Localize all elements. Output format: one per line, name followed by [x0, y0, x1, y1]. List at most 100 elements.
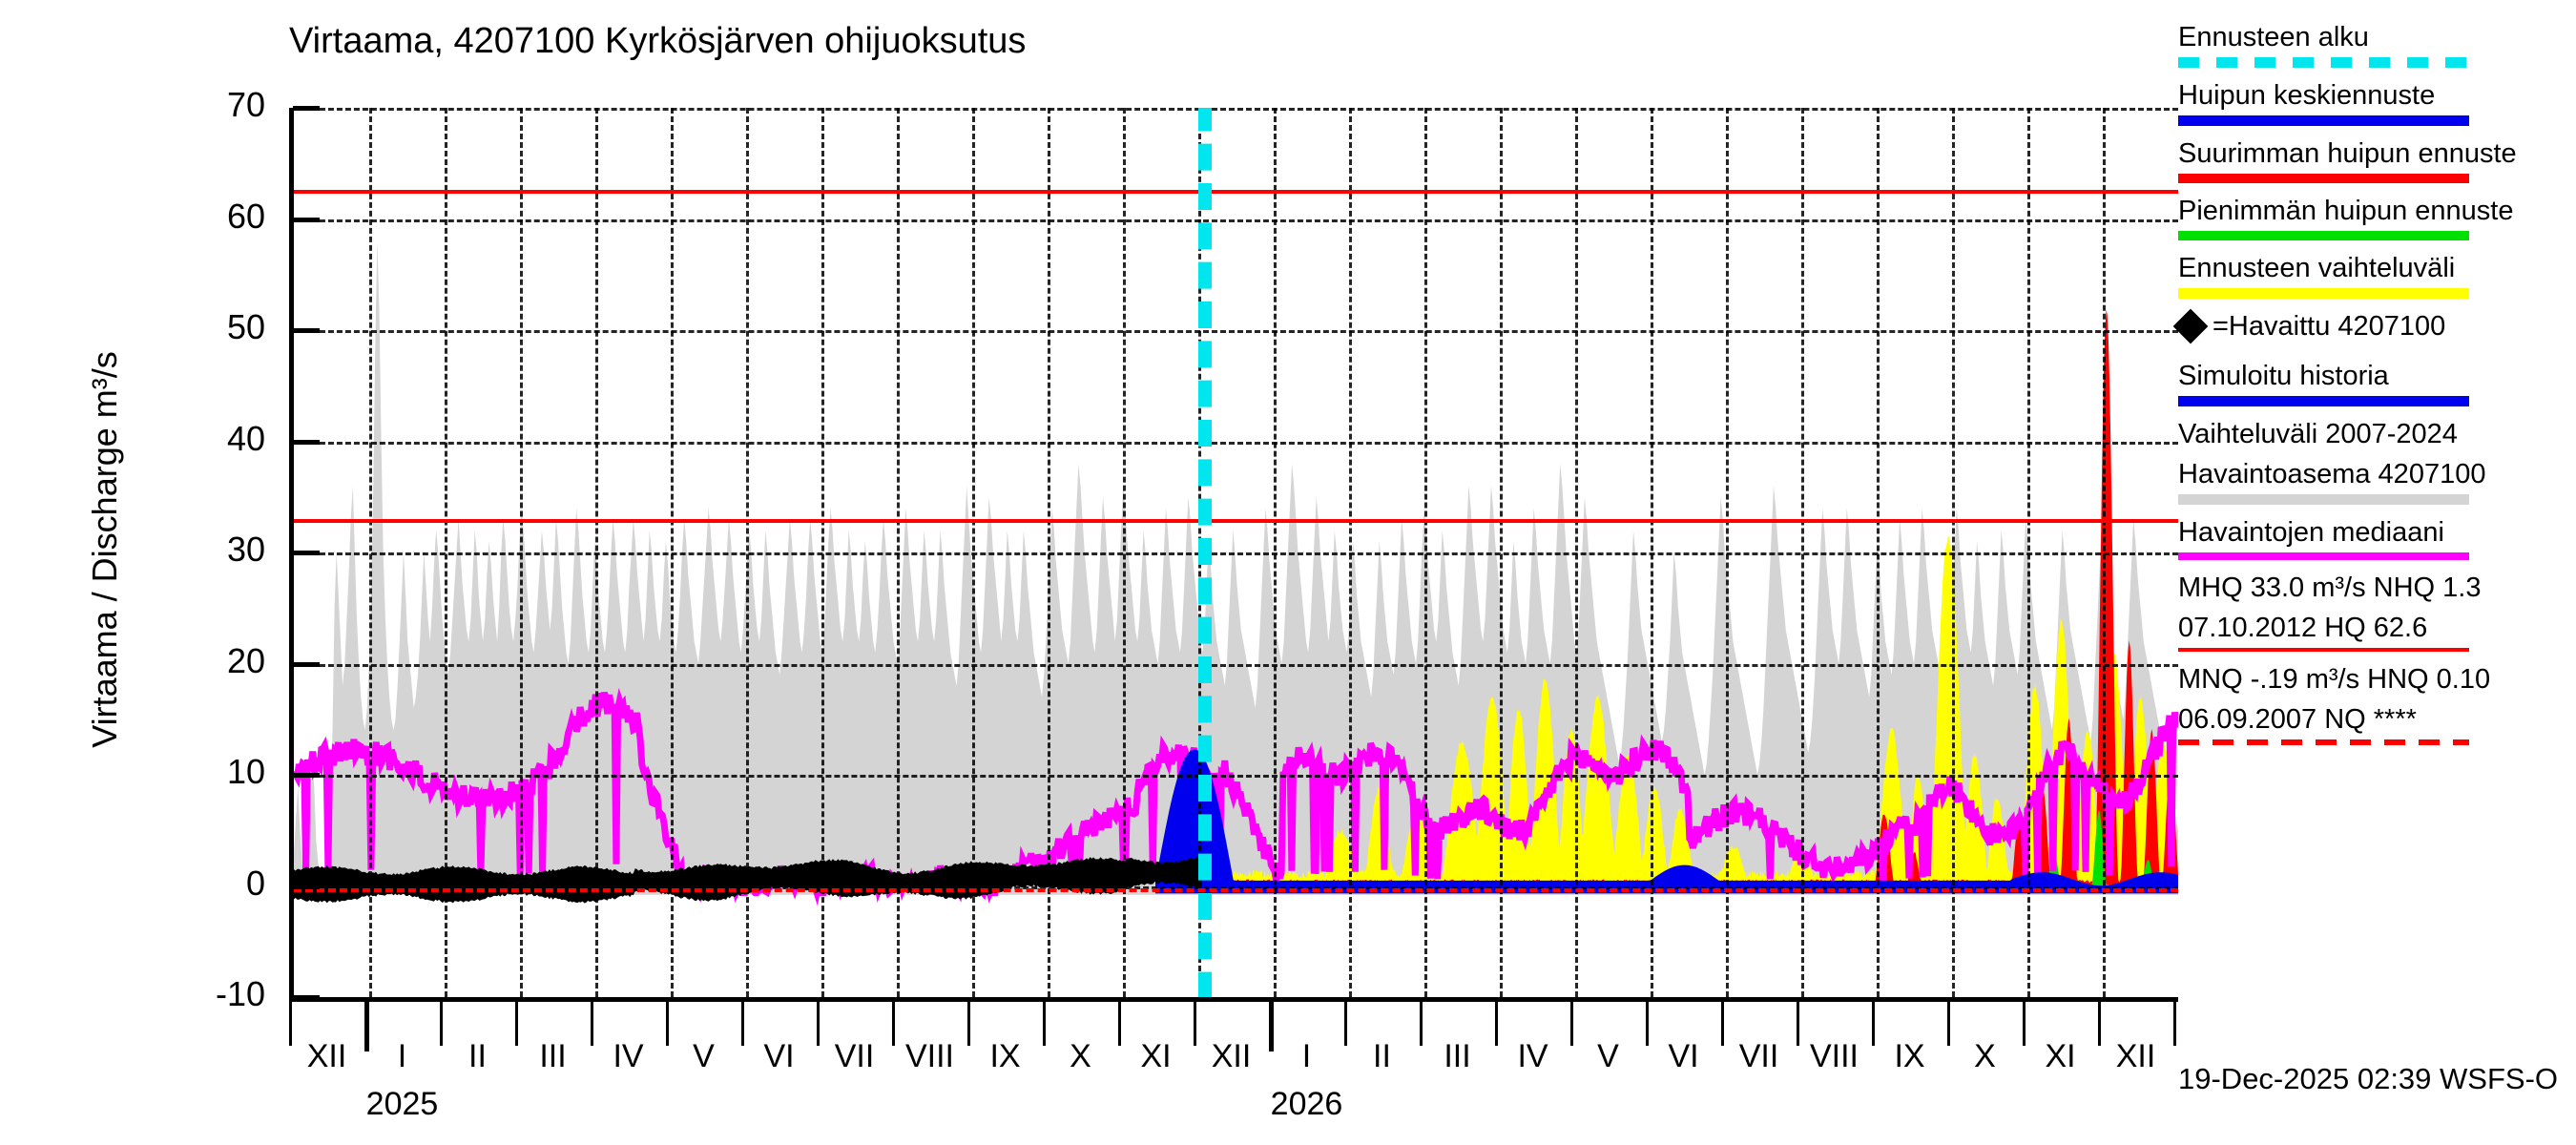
x-tick-label: II: [1373, 1038, 1391, 1074]
y-tick-label: 10: [226, 752, 265, 791]
x-tick-mark: [1269, 1002, 1274, 1051]
x-axis: XII I II III IV V VI VII VIII IX X XI XII I II III IV V VI…: [289, 1002, 2176, 1135]
gridline-vertical: [520, 108, 523, 997]
legend-swatch: [2178, 739, 2469, 745]
legend-item: =Havaittu 4207100: [2172, 308, 2576, 358]
x-tick-mark: [2098, 1002, 2101, 1046]
gridline-vertical: [1575, 108, 1578, 997]
gridline-horizontal: [294, 108, 2178, 111]
x-tick-mark: [364, 1002, 369, 1051]
y-tick-mark: [293, 995, 320, 1000]
x-tick-label: X: [1070, 1038, 1091, 1074]
x-tick-mark: [515, 1002, 518, 1046]
legend-swatch: [2178, 494, 2469, 505]
y-tick-mark: [293, 884, 320, 889]
x-tick-mark: [2023, 1002, 2025, 1046]
y-tick-mark: [293, 328, 320, 333]
legend-item: Havaintoasema 4207100: [2178, 456, 2576, 505]
legend-item: Ennusteen alku: [2178, 19, 2576, 68]
x-tick-mark: [1420, 1002, 1423, 1046]
forecast-start-marker: [1198, 108, 1212, 997]
x-tick-label: VIII: [904, 1038, 955, 1074]
legend-item: Pienimmän huipun ennuste: [2178, 193, 2576, 240]
series-observation-median: [294, 687, 2178, 906]
x-tick-label: IV: [613, 1038, 644, 1074]
x-tick-mark: [289, 1002, 292, 1046]
x-tick-mark: [1344, 1002, 1347, 1046]
legend-swatch: [2178, 57, 2469, 68]
x-tick-mark: [1043, 1002, 1046, 1046]
gridline-vertical: [1952, 108, 1955, 997]
threshold-line-mhq: [294, 519, 2178, 524]
x-tick-mark: [591, 1002, 593, 1046]
x-tick-mark: [1947, 1002, 1950, 1046]
threshold-line-hq: [294, 190, 2178, 195]
y-tick-label: 40: [226, 418, 265, 458]
y-tick-mark: [293, 217, 320, 222]
x-tick-mark: [741, 1002, 744, 1046]
diamond-marker-icon: [2172, 308, 2209, 344]
x-tick-mark: [967, 1002, 970, 1046]
x-tick-label: IV: [1517, 1038, 1548, 1074]
gridline-vertical: [1274, 108, 1277, 997]
legend-item: MNQ -.19 m³/s HNQ 0.10: [2178, 661, 2576, 701]
x-tick-mark: [440, 1002, 443, 1046]
legend-label: Ennusteen vaihteluväli: [2178, 253, 2456, 283]
y-tick-mark: [293, 551, 320, 555]
gridline-vertical: [2103, 108, 2106, 997]
x-tick-label: VI: [763, 1038, 795, 1074]
threshold-line-mnq: [294, 887, 2178, 892]
x-tick-label: XII: [306, 1038, 347, 1074]
x-tick-mark: [1797, 1002, 1799, 1046]
x-tick-label: VI: [1668, 1038, 1699, 1074]
gridline-horizontal: [294, 775, 2178, 778]
x-tick-label: VII: [834, 1038, 875, 1074]
gridline-horizontal: [294, 219, 2178, 222]
x-year-label: 2025: [365, 1086, 439, 1122]
y-tick-mark: [293, 106, 320, 111]
legend-swatch: [2178, 115, 2469, 126]
x-tick-label: XII: [2115, 1038, 2156, 1074]
x-tick-mark: [1194, 1002, 1196, 1046]
legend-swatch: [2178, 174, 2469, 183]
series-simulated-history: [1155, 749, 2178, 894]
legend-label: MNQ -.19 m³/s HNQ 0.10: [2178, 664, 2491, 695]
gridline-vertical: [1651, 108, 1653, 997]
page-title: Virtaama, 4207100 Kyrkösjärven ohijuoksu…: [289, 21, 1027, 61]
x-tick-label: III: [1444, 1038, 1471, 1074]
legend-label: Havaintoasema 4207100: [2178, 459, 2486, 489]
gridline-vertical: [1349, 108, 1352, 997]
gridline-vertical: [671, 108, 674, 997]
legend-item: MHQ 33.0 m³/s NHQ 1.3: [2178, 570, 2576, 610]
legend-label: Simuloitu historia: [2178, 361, 2389, 391]
y-tick-label: 20: [226, 640, 265, 680]
x-tick-label: VII: [1738, 1038, 1779, 1074]
y-tick-label: 0: [245, 863, 265, 903]
gridline-vertical: [1048, 108, 1050, 997]
x-tick-mark: [666, 1002, 669, 1046]
timestamp: 19-Dec-2025 02:39 WSFS-O: [2178, 1062, 2559, 1095]
y-tick-label: 30: [226, 530, 265, 569]
legend-label: 07.10.2012 HQ 62.6: [2178, 613, 2428, 643]
gridline-vertical: [746, 108, 749, 997]
series-forecast-range: [1198, 534, 2178, 890]
y-tick-mark: [293, 773, 320, 778]
legend-item: Havaintojen mediaani: [2178, 514, 2576, 560]
legend-label: Pienimmän huipun ennuste: [2178, 196, 2514, 226]
x-tick-label: X: [1974, 1038, 1996, 1074]
x-tick-mark: [1570, 1002, 1573, 1046]
legend-swatch: [2178, 648, 2469, 652]
gridline-vertical: [1726, 108, 1729, 997]
gridline-vertical: [897, 108, 900, 997]
gridline-vertical: [1500, 108, 1503, 997]
legend-swatch: [2178, 288, 2469, 299]
gridline-vertical: [1877, 108, 1880, 997]
gridline-horizontal: [294, 441, 2178, 445]
legend-item: Huipun keskiennuste: [2178, 77, 2576, 126]
gridline-vertical: [1123, 108, 1126, 997]
y-tick-label: -10: [215, 974, 265, 1013]
legend-spacer: [2178, 344, 2576, 358]
x-tick-mark: [1872, 1002, 1875, 1046]
legend-swatch: [2178, 231, 2469, 240]
